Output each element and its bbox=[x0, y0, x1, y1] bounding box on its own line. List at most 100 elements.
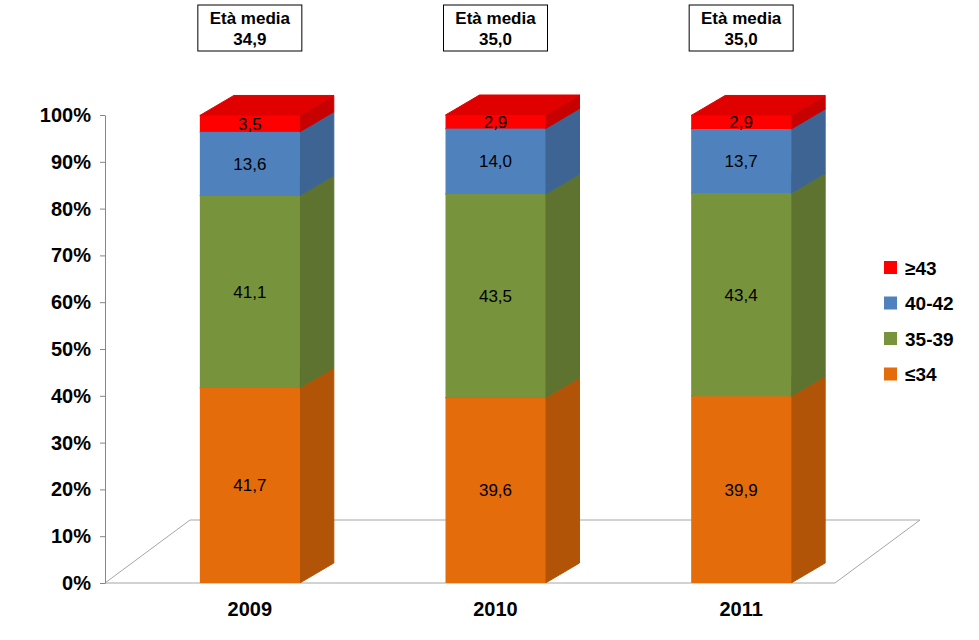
annotation-box: Età media 35,0 bbox=[444, 5, 548, 51]
x-tick: 2010 bbox=[473, 598, 518, 620]
data-label: 39,9 bbox=[725, 481, 758, 500]
y-tick-label: 80% bbox=[51, 198, 91, 220]
bar bbox=[200, 195, 300, 387]
y-tick-label: 70% bbox=[51, 244, 91, 266]
bar-side bbox=[545, 174, 579, 398]
y-tick: 30% bbox=[51, 432, 105, 454]
bar-side bbox=[300, 368, 334, 583]
y-tick-mark bbox=[100, 349, 105, 350]
y-tick-label: 60% bbox=[51, 291, 91, 313]
y-tick: 70% bbox=[51, 244, 105, 266]
bar bbox=[691, 129, 791, 193]
data-label: 43,4 bbox=[725, 286, 758, 305]
legend-item: ≤34 bbox=[884, 364, 937, 385]
data-label: 43,5 bbox=[479, 287, 512, 306]
y-tick-mark bbox=[100, 583, 105, 584]
bar bbox=[446, 194, 546, 398]
bar-top bbox=[691, 95, 825, 115]
y-tick-label: 0% bbox=[62, 572, 91, 594]
x-tick: 2011 bbox=[719, 598, 762, 620]
annotation-box: Età media 34,9 bbox=[198, 5, 302, 51]
y-tick-mark bbox=[100, 115, 105, 116]
data-label: 2,9 bbox=[484, 113, 508, 132]
y-tick: 80% bbox=[51, 198, 105, 220]
y-tick-label: 40% bbox=[51, 385, 91, 407]
legend: ≥43 40-42 35-39 ≤34 bbox=[884, 258, 954, 386]
annotation-value: 35,0 bbox=[725, 30, 758, 49]
x-tick: 2009 bbox=[228, 598, 272, 620]
data-label: 3,5 bbox=[238, 115, 262, 134]
legend-label: 35-39 bbox=[905, 329, 954, 350]
y-tick: 90% bbox=[51, 151, 105, 173]
data-label: 39,6 bbox=[479, 481, 512, 500]
bar-side bbox=[300, 175, 334, 387]
y-tick-label: 30% bbox=[51, 432, 91, 454]
data-label: 14,0 bbox=[479, 152, 512, 171]
y-tick: 60% bbox=[51, 291, 105, 313]
bar bbox=[446, 398, 546, 583]
y-tick-mark bbox=[100, 396, 105, 397]
y-tick: 40% bbox=[51, 385, 105, 407]
annotation-label: Età media bbox=[210, 9, 291, 28]
y-tick-label: 10% bbox=[51, 525, 91, 547]
y-tick-mark bbox=[100, 443, 105, 444]
data-label: 13,7 bbox=[725, 152, 758, 171]
x-tick-label: 2011 bbox=[719, 598, 762, 620]
y-tick-label: 100% bbox=[40, 104, 91, 126]
annotation-value: 35,0 bbox=[479, 30, 512, 49]
legend-label: ≥43 bbox=[905, 258, 937, 279]
y-tick: 100% bbox=[40, 104, 105, 126]
annotation-value: 34,9 bbox=[233, 30, 266, 49]
bar bbox=[446, 129, 546, 195]
y-tick: 20% bbox=[51, 478, 105, 500]
legend-label: ≤34 bbox=[905, 364, 937, 385]
annotation-frame bbox=[689, 5, 793, 51]
y-tick-mark bbox=[100, 162, 105, 163]
y-tick-label: 50% bbox=[51, 338, 91, 360]
y-axis-line bbox=[105, 116, 106, 584]
bar bbox=[200, 388, 300, 583]
y-tick-mark bbox=[100, 489, 105, 490]
x-tick-label: 2009 bbox=[228, 598, 272, 620]
y-tick: 50% bbox=[51, 338, 105, 360]
legend-swatch bbox=[884, 332, 897, 345]
bar bbox=[691, 193, 791, 396]
data-label: 13,6 bbox=[233, 155, 266, 174]
annotation-box: Età media35,0 bbox=[689, 5, 793, 51]
legend-swatch bbox=[884, 368, 897, 381]
legend-swatch bbox=[884, 261, 897, 274]
bar-side bbox=[791, 376, 825, 583]
bar-top bbox=[446, 95, 580, 115]
y-tick-label: 20% bbox=[51, 478, 91, 500]
annotation-frame bbox=[444, 5, 548, 51]
legend-label: 40-42 bbox=[905, 293, 954, 314]
bar bbox=[200, 132, 300, 196]
x-tick-label: 2010 bbox=[473, 598, 518, 620]
y-axis: 0% 10% 20% 30% 40% 50% 60% 70% 80% 90% 100% bbox=[40, 104, 106, 594]
y-tick-mark bbox=[100, 536, 105, 537]
bars bbox=[200, 95, 825, 583]
y-tick-mark bbox=[100, 209, 105, 210]
bar-side bbox=[791, 173, 825, 396]
y-tick-label: 90% bbox=[51, 151, 91, 173]
y-tick-mark bbox=[100, 302, 105, 303]
annotation-label: Età media bbox=[455, 9, 536, 28]
y-tick: 10% bbox=[51, 525, 105, 547]
data-label: 2,9 bbox=[729, 113, 753, 132]
chart: 0% 10% 20% 30% 40% 50% 60% 70% 80% 90% 100% 2009 201… bbox=[0, 0, 979, 640]
legend-swatch bbox=[884, 297, 897, 310]
bar-side bbox=[545, 378, 579, 583]
data-label: 41,7 bbox=[233, 476, 266, 495]
annotation-frame bbox=[198, 5, 302, 51]
bar bbox=[691, 396, 791, 583]
legend-item: ≥43 bbox=[884, 258, 937, 279]
y-tick: 0% bbox=[62, 572, 105, 594]
x-axis: 2009 2010 2011 bbox=[228, 598, 763, 620]
data-labels: 41,7 39,6 39,9 41,1 43,5 43,4 13,6 14,0 13,7 3,5 2… bbox=[233, 113, 757, 501]
y-tick-mark bbox=[100, 255, 105, 256]
legend-item: 40-42 bbox=[884, 293, 954, 314]
annotations: Età media34,9Età media35,0Età media35,0 bbox=[198, 5, 793, 51]
bar-top bbox=[200, 95, 334, 115]
legend-item: 35-39 bbox=[884, 329, 954, 350]
data-label: 41,1 bbox=[233, 283, 266, 302]
